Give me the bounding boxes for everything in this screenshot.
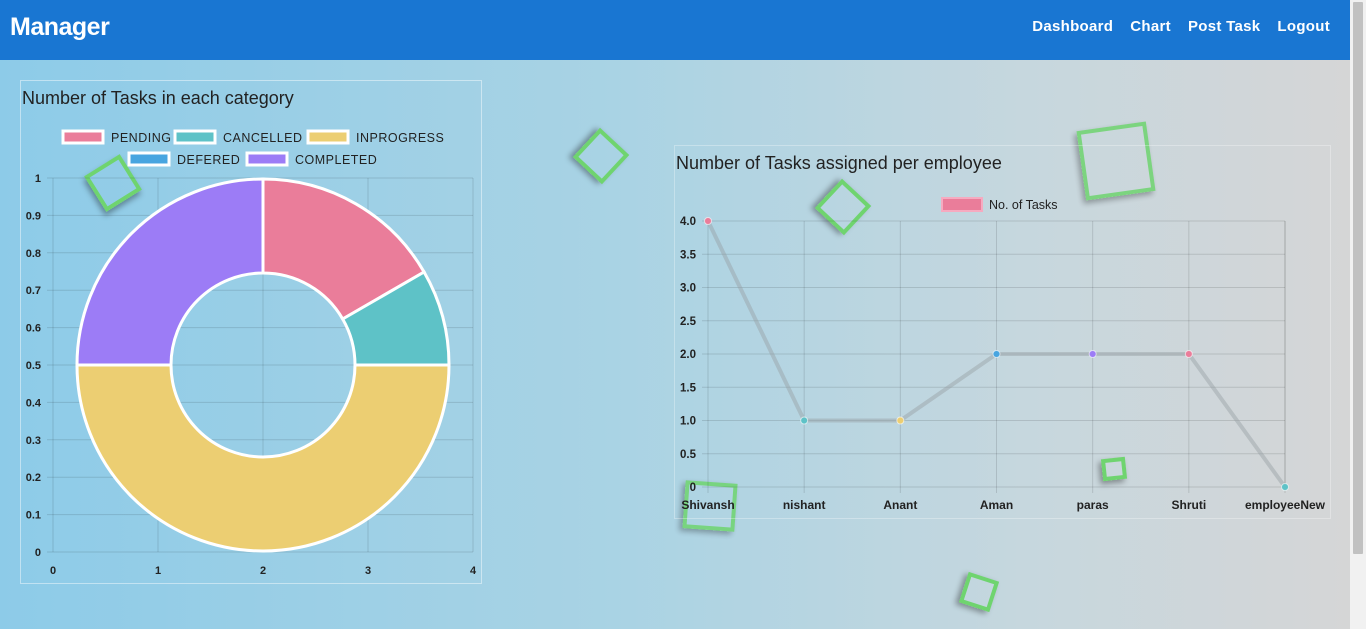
brand-logo[interactable]: Manager [10,13,110,41]
data-point [896,416,905,425]
navbar: Manager Dashboard Chart Post Task Logout [0,0,1350,60]
y-tick-label: 0.6 [26,323,41,335]
employee-chart-title: Number of Tasks assigned per employee [676,153,1002,173]
legend-label: COMPLETED [295,153,377,167]
x-tick-label: 1 [155,565,161,577]
legend-label: DEFERED [177,153,240,167]
data-point [800,416,809,425]
x-tick-label: 2 [260,565,266,577]
data-point [704,217,712,225]
y-tick-label: 3.0 [680,283,696,295]
y-tick-label: 0.5 [680,449,697,461]
x-tick-label: 0 [50,565,56,577]
y-tick-label: 1.5 [680,382,697,394]
legend-swatch [245,151,289,167]
employee-chart-panel: Number of Tasks assigned per employee Sh… [674,145,1331,519]
nav-links: Dashboard Chart Post Task Logout [1032,18,1330,35]
legend-label: PENDING [111,131,171,145]
y-tick-label: 0.9 [26,210,41,222]
y-tick-label: 4.0 [680,216,696,228]
nav-logout-link[interactable]: Logout [1277,18,1330,35]
y-tick-label: 0.4 [26,397,42,409]
x-tick-label: paras [1077,498,1109,512]
y-tick-label: 0.8 [26,248,41,260]
category-donut-chart: 0 1 2 3 4 1 0.9 0.8 0.7 0.6 0.5 0.4 0.3 0.2 0.1 0 PENDIN… [26,129,477,577]
y-tick-label: 3.5 [680,249,697,261]
data-point [1281,483,1289,491]
data-point [1184,350,1193,358]
x-tick-label: Shivansh [681,498,734,512]
nav-post-task-link[interactable]: Post Task [1187,18,1261,35]
legend-swatch [173,129,217,145]
scrollbar-thumb[interactable] [1353,2,1363,554]
category-chart-title: Number of Tasks in each category [22,88,294,108]
legend-swatch [941,197,983,212]
x-tick-label: employeeNew [1245,498,1326,512]
y-tick-label: 0.5 [26,360,41,372]
legend-label: INPROGRESS [356,131,444,145]
donut-slice-completed [75,177,265,367]
decorative-square [572,127,630,185]
page-scrollbar[interactable] [1350,0,1366,629]
y-tick-label: 1 [35,173,41,185]
nav-chart-link[interactable]: Chart [1130,18,1171,35]
legend-swatch [61,129,105,145]
decorative-square [958,571,1000,613]
data-point [1088,350,1097,358]
y-tick-label: 0 [690,482,696,494]
x-tick-label: 4 [470,565,477,577]
x-tick-label: nishant [783,498,826,512]
x-tick-label: 3 [365,565,371,577]
y-tick-label: 0.3 [26,435,41,447]
y-tick-label: 0 [35,547,41,559]
legend-label: CANCELLED [223,131,303,145]
legend-swatch [306,129,350,145]
y-tick-label: 0.7 [26,285,41,297]
x-tick-label: Anant [883,498,917,512]
y-tick-label: 0.1 [26,510,41,522]
legend-swatch [127,151,171,167]
donut-slice-pending [261,177,427,322]
employee-line-chart: Shivansh nishant Anant Aman paras Shruti emplo… [680,197,1326,512]
y-tick-label: 2.5 [680,316,697,328]
x-tick-label: Shruti [1171,498,1206,512]
nav-dashboard-link[interactable]: Dashboard [1032,18,1114,35]
y-tick-label: 2.0 [680,349,696,361]
y-tick-label: 0.2 [26,472,41,484]
legend-label: No. of Tasks [989,198,1058,212]
y-tick-label: 1.0 [680,416,696,428]
donut-slice-inprogress [75,363,451,553]
x-tick-label: Aman [980,498,1013,512]
data-point [992,350,1001,358]
